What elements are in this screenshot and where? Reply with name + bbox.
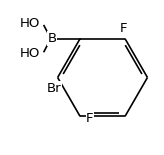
Text: F: F bbox=[120, 22, 127, 35]
Text: F: F bbox=[86, 112, 94, 125]
Text: HO: HO bbox=[20, 17, 41, 30]
Text: Br: Br bbox=[47, 82, 61, 95]
Text: B: B bbox=[47, 32, 57, 45]
Text: HO: HO bbox=[20, 47, 41, 60]
